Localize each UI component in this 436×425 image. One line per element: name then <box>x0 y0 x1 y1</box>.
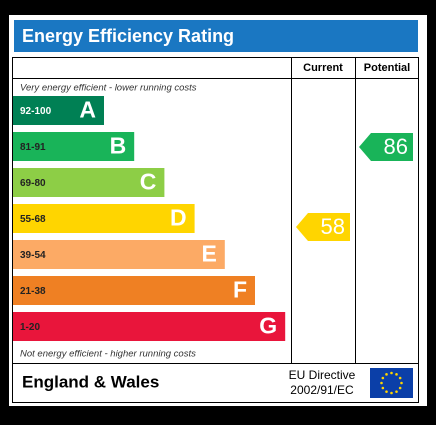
band-range: 92-100 <box>20 106 52 117</box>
star <box>398 386 402 390</box>
band-range: 1-20 <box>20 322 40 333</box>
current-arrow <box>296 213 350 241</box>
band-letter: A <box>79 97 96 123</box>
band <box>13 312 286 341</box>
current-header: Current <box>303 62 343 74</box>
band <box>13 168 165 197</box>
star <box>381 376 385 380</box>
band-letter: D <box>170 205 187 231</box>
footer-frame <box>12 363 419 403</box>
band-letter: E <box>201 241 216 267</box>
band <box>13 204 195 233</box>
star <box>398 376 402 380</box>
star <box>385 390 388 393</box>
potential-value: 86 <box>384 134 408 159</box>
band <box>13 96 104 125</box>
band-range: 55-68 <box>20 214 46 225</box>
star <box>385 373 388 376</box>
star <box>390 391 393 395</box>
star <box>380 381 383 385</box>
potential-arrow <box>359 133 413 161</box>
eu-stars <box>380 371 403 395</box>
directive: EU Directive <box>289 368 356 382</box>
band-letter: F <box>233 277 247 303</box>
band-letter: B <box>110 133 127 159</box>
region: England & Wales <box>22 372 159 391</box>
star <box>395 390 398 393</box>
star <box>381 386 385 390</box>
potential-header: Potential <box>364 62 410 74</box>
band <box>13 240 225 269</box>
band <box>13 276 255 305</box>
star <box>390 371 393 375</box>
band-letter: C <box>140 169 157 195</box>
bottom-note: Not energy efficient - higher running co… <box>20 349 196 360</box>
top-note: Very energy efficient - lower running co… <box>20 83 197 94</box>
star <box>395 373 398 376</box>
band <box>13 132 135 161</box>
band-range: 21-38 <box>20 286 46 297</box>
directive: 2002/91/EC <box>290 383 354 397</box>
band-range: 39-54 <box>20 250 46 261</box>
current-value: 58 <box>321 214 345 239</box>
star <box>400 381 403 385</box>
band-range: 69-80 <box>20 178 46 189</box>
title: Energy Efficiency Rating <box>22 26 234 46</box>
title-bar <box>14 20 418 52</box>
band-range: 81-91 <box>20 142 46 153</box>
band-letter: G <box>259 313 277 339</box>
